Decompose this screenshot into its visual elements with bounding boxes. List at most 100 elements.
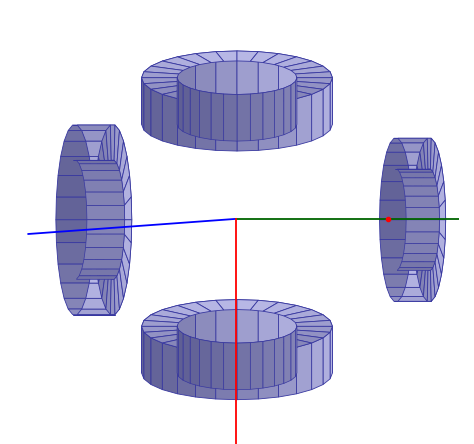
Polygon shape [427, 270, 431, 301]
Polygon shape [435, 152, 442, 186]
Polygon shape [224, 343, 237, 390]
Polygon shape [86, 141, 127, 156]
Polygon shape [295, 326, 332, 332]
Polygon shape [216, 51, 237, 98]
Polygon shape [387, 287, 423, 297]
Polygon shape [382, 165, 417, 182]
Polygon shape [258, 350, 278, 399]
Polygon shape [295, 326, 297, 377]
Polygon shape [413, 232, 420, 258]
Polygon shape [183, 333, 190, 384]
Polygon shape [224, 94, 237, 141]
Polygon shape [291, 66, 330, 74]
Polygon shape [410, 182, 445, 200]
Polygon shape [263, 91, 274, 139]
Polygon shape [438, 232, 445, 258]
Polygon shape [85, 192, 124, 206]
Polygon shape [123, 234, 131, 264]
Polygon shape [284, 61, 323, 71]
Polygon shape [196, 300, 216, 349]
Polygon shape [142, 78, 144, 130]
Polygon shape [163, 57, 200, 67]
Polygon shape [58, 264, 99, 283]
Polygon shape [68, 309, 110, 314]
Polygon shape [435, 254, 442, 287]
Polygon shape [398, 297, 435, 301]
Polygon shape [237, 300, 258, 310]
Polygon shape [291, 330, 330, 338]
Polygon shape [284, 333, 323, 343]
Polygon shape [330, 326, 332, 379]
Polygon shape [216, 343, 237, 353]
Polygon shape [397, 169, 433, 172]
Polygon shape [96, 248, 104, 283]
Polygon shape [92, 242, 131, 264]
Polygon shape [430, 138, 435, 172]
Polygon shape [142, 326, 179, 332]
Polygon shape [380, 182, 415, 200]
Polygon shape [87, 220, 125, 234]
Polygon shape [403, 243, 438, 254]
Polygon shape [79, 164, 119, 170]
Polygon shape [151, 333, 190, 343]
Polygon shape [144, 66, 151, 119]
Polygon shape [237, 353, 258, 400]
Polygon shape [102, 131, 109, 170]
Polygon shape [76, 276, 117, 279]
Polygon shape [196, 93, 224, 104]
Polygon shape [383, 274, 420, 287]
Polygon shape [423, 268, 428, 301]
Polygon shape [177, 54, 196, 103]
Polygon shape [106, 276, 111, 314]
Polygon shape [380, 200, 413, 220]
Polygon shape [237, 104, 258, 151]
Polygon shape [387, 143, 423, 152]
Polygon shape [151, 85, 190, 95]
Polygon shape [390, 297, 427, 301]
Polygon shape [61, 141, 102, 156]
Polygon shape [237, 51, 258, 98]
Polygon shape [196, 52, 216, 100]
Polygon shape [216, 104, 237, 151]
Polygon shape [200, 340, 211, 388]
Polygon shape [102, 269, 109, 309]
Polygon shape [179, 81, 183, 131]
Polygon shape [397, 268, 433, 270]
Polygon shape [274, 88, 284, 138]
Polygon shape [216, 51, 237, 61]
Polygon shape [438, 182, 445, 207]
Polygon shape [177, 78, 179, 128]
Polygon shape [64, 298, 106, 309]
Polygon shape [413, 200, 419, 220]
Polygon shape [406, 220, 439, 232]
Polygon shape [433, 262, 438, 297]
Polygon shape [250, 52, 278, 63]
Polygon shape [142, 72, 144, 124]
Polygon shape [402, 287, 438, 297]
Polygon shape [420, 262, 426, 297]
Polygon shape [151, 61, 163, 113]
Polygon shape [258, 52, 278, 100]
Polygon shape [297, 57, 311, 107]
Polygon shape [405, 232, 439, 243]
Polygon shape [177, 326, 179, 377]
Polygon shape [380, 220, 413, 239]
Polygon shape [430, 268, 435, 301]
Polygon shape [142, 78, 179, 83]
Polygon shape [119, 260, 127, 298]
Polygon shape [278, 99, 297, 148]
Polygon shape [250, 341, 278, 353]
Polygon shape [295, 72, 332, 78]
Polygon shape [117, 269, 124, 309]
Polygon shape [291, 330, 295, 380]
Polygon shape [291, 315, 330, 323]
Polygon shape [177, 347, 196, 397]
Polygon shape [278, 302, 297, 352]
Polygon shape [405, 274, 442, 287]
Polygon shape [163, 88, 200, 99]
Polygon shape [183, 85, 190, 135]
Polygon shape [415, 165, 421, 196]
Polygon shape [85, 234, 124, 248]
Polygon shape [93, 220, 132, 242]
Polygon shape [323, 315, 330, 367]
